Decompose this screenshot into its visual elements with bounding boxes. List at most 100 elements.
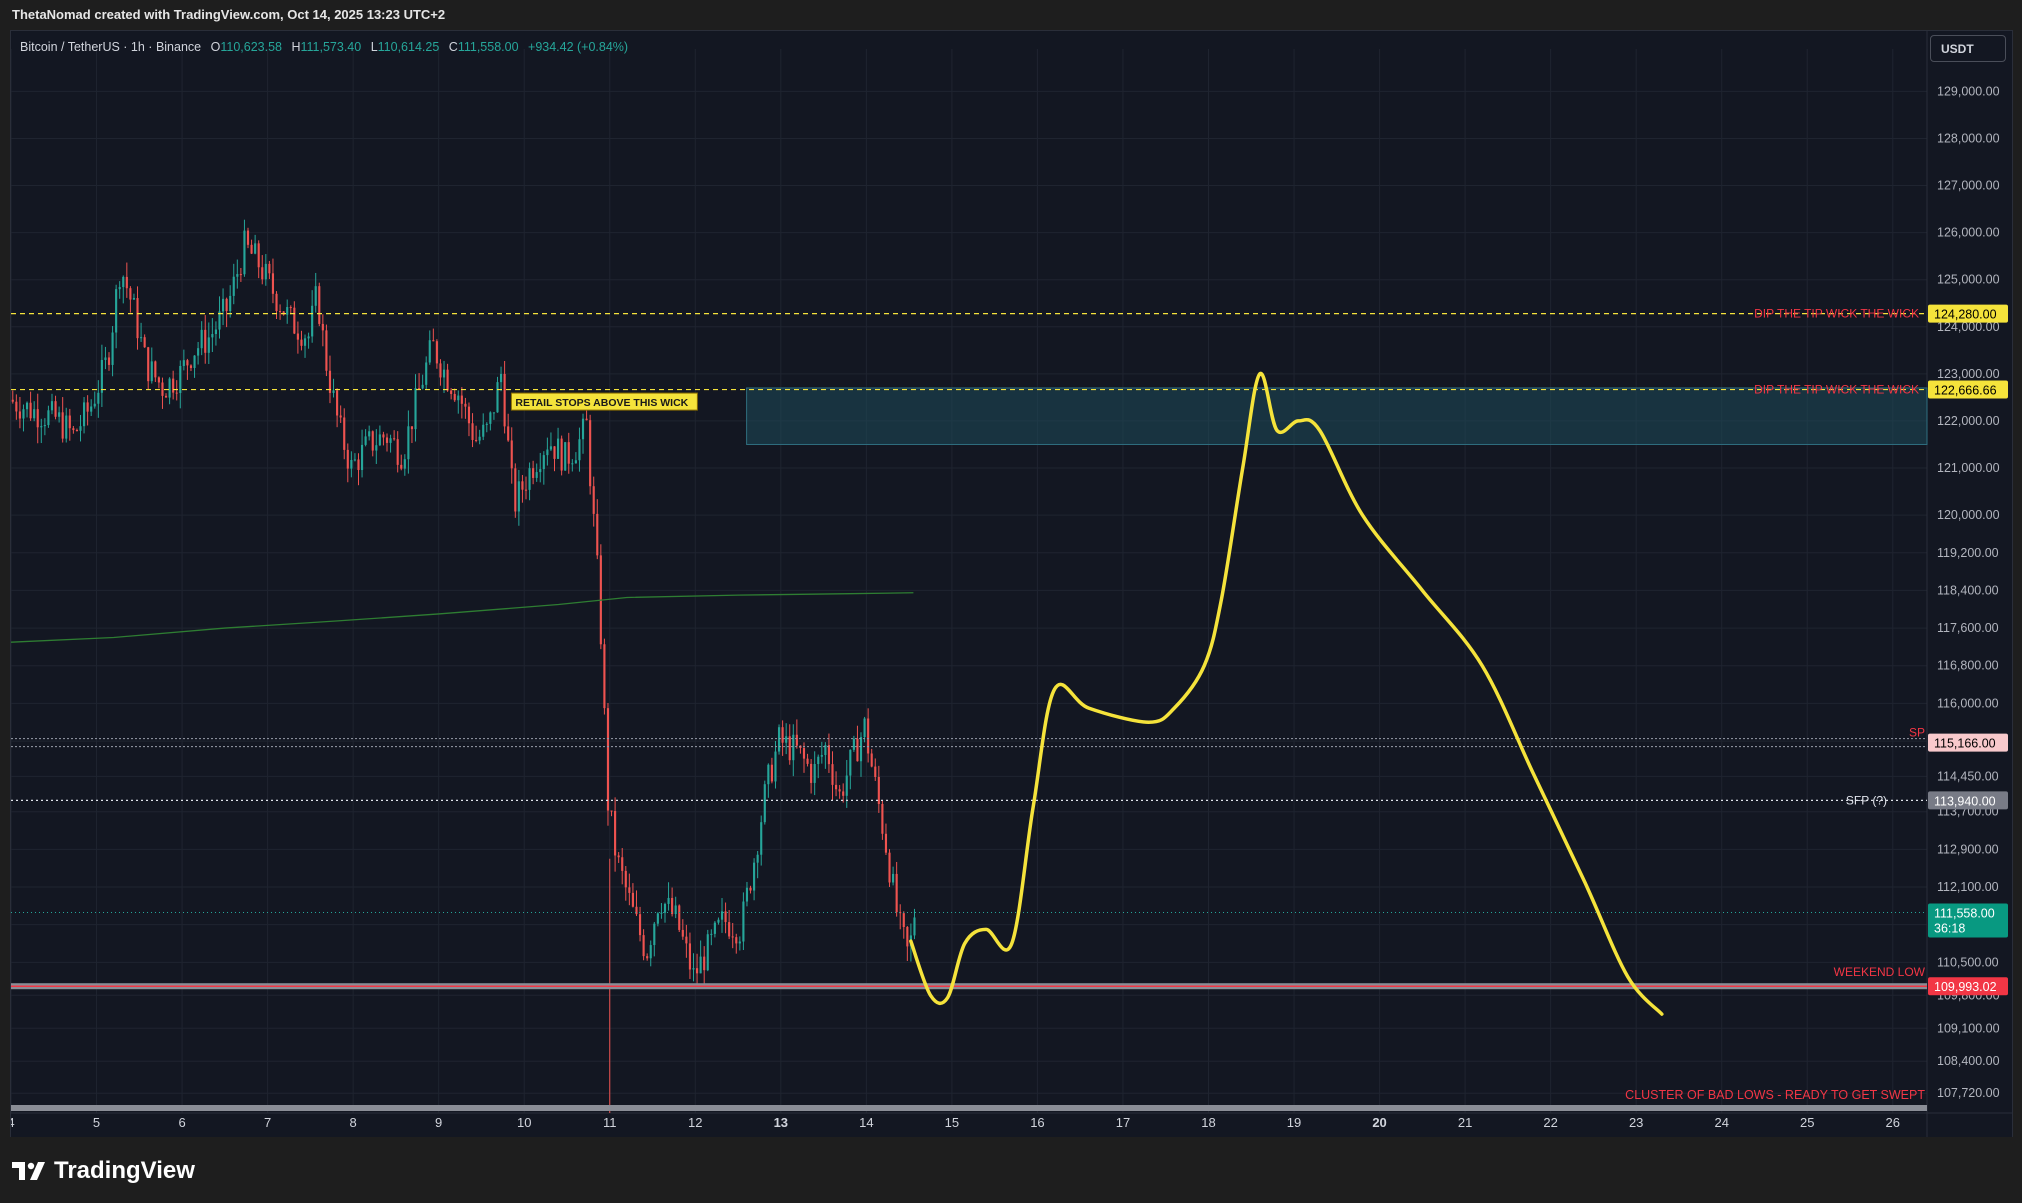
- candle-body: [442, 369, 446, 378]
- candle-body: [75, 430, 79, 432]
- candle-body: [393, 438, 396, 440]
- projection-path[interactable]: [909, 372, 1664, 1016]
- candle-body: [510, 440, 513, 469]
- candle-body: [617, 855, 620, 858]
- candle-body: [528, 468, 531, 490]
- candle-body: [856, 738, 859, 762]
- x-tick-label: 7: [264, 1115, 271, 1130]
- candle-body: [713, 922, 716, 934]
- price-tag: [1928, 733, 2008, 752]
- candle-body: [410, 426, 414, 430]
- candle-body: [859, 737, 863, 762]
- candle-body: [93, 403, 96, 407]
- candle-body: [610, 810, 613, 812]
- candle-body: [328, 370, 332, 393]
- candle-body: [154, 361, 157, 378]
- tradingview-logo[interactable]: TradingView: [12, 1157, 195, 1185]
- candle-body: [43, 425, 46, 427]
- candle-body: [15, 401, 18, 412]
- candle-body: [47, 410, 50, 426]
- retail-wick-box[interactable]: [510, 392, 698, 411]
- x-tick-label: 5: [93, 1115, 100, 1130]
- candle-body: [115, 289, 118, 333]
- candle-body: [343, 417, 346, 450]
- symbol-label[interactable]: Bitcoin / TetherUS · 1h · Binance: [20, 40, 202, 54]
- candle-body: [788, 736, 791, 761]
- currency-button[interactable]: USDT: [1930, 35, 2006, 62]
- y-tick-label: 114,450.00: [1937, 769, 1999, 783]
- candle-body: [125, 276, 128, 289]
- y-tick-label: 121,000.00: [1937, 461, 2000, 475]
- y-tick-label: 120,000.00: [1937, 508, 2000, 522]
- x-tick-label: 24: [1714, 1115, 1728, 1130]
- candle-body: [678, 905, 681, 930]
- x-tick-label: 25: [1800, 1115, 1814, 1130]
- chart-area[interactable]: 129,000.00 128,000.00 127,000.00 126,000.00…: [10, 30, 2013, 1139]
- y-tick-label: 107,720.00: [1937, 1086, 2000, 1100]
- candle-body: [849, 749, 852, 776]
- candle-body: [728, 922, 731, 937]
- candle-body: [246, 230, 250, 245]
- candle-body: [692, 968, 695, 970]
- candle-body: [122, 276, 125, 288]
- price-tag: [1928, 977, 2008, 996]
- candle-body: [581, 418, 585, 440]
- supply-zone[interactable]: [746, 387, 1928, 445]
- candle-body: [150, 361, 153, 382]
- candle-body: [546, 449, 549, 456]
- candle-body: [40, 426, 43, 428]
- candle-body: [353, 459, 356, 461]
- x-tick-label: 22: [1543, 1115, 1557, 1130]
- candle-body: [585, 418, 588, 421]
- candle-body: [660, 912, 663, 914]
- candle-body: [346, 449, 349, 469]
- candle-body: [867, 718, 870, 754]
- candle-body: [221, 298, 225, 312]
- candle-body: [250, 244, 253, 254]
- candle-body: [614, 810, 617, 856]
- y-tick-label: 123,000.00: [1937, 367, 2000, 381]
- cluster-annotation: CLUSTER OF BAD LOWS - READY TO GET SWEPT: [1625, 1088, 1925, 1102]
- candle-body: [136, 298, 139, 339]
- high-value: 111,573.40: [300, 40, 362, 54]
- candle-body: [385, 437, 389, 443]
- candle-body: [189, 365, 193, 368]
- candle-body: [418, 388, 421, 390]
- tradingview-logo-icon: [12, 1162, 45, 1180]
- candle-body: [18, 411, 21, 419]
- y-tick-label: 125,000.00: [1937, 273, 2000, 287]
- y-tick-label: 116,800.00: [1937, 659, 1999, 673]
- y-tick-label: 126,000.00: [1937, 226, 2000, 240]
- candle-body: [325, 330, 328, 371]
- candle-body: [207, 337, 210, 353]
- price-tag-label: 113,940.00: [1934, 794, 1996, 808]
- x-tick-label: 17: [1116, 1115, 1130, 1130]
- candle-body: [72, 428, 75, 431]
- x-tick-label: 6: [178, 1115, 185, 1130]
- candle-body: [720, 911, 724, 920]
- ohlc-legend: Bitcoin / TetherUS · 1h · Binance O110,6…: [20, 40, 628, 54]
- candle-body: [763, 784, 766, 823]
- candle-body: [795, 734, 798, 746]
- candle-body: [50, 401, 54, 411]
- open-value: 110,623.58: [220, 40, 282, 54]
- candle-body: [264, 263, 267, 280]
- y-tick-label: 129,000.00: [1937, 84, 2000, 98]
- candle-body: [514, 468, 517, 512]
- candle-body: [90, 406, 93, 412]
- candle-body: [107, 357, 111, 365]
- candle-body: [254, 243, 257, 254]
- candle-body: [574, 460, 577, 464]
- price-tag: [1928, 380, 2008, 399]
- candle-body: [296, 333, 299, 340]
- x-tick-label: 12: [688, 1115, 702, 1130]
- high-key: H: [291, 40, 301, 54]
- candle-body: [25, 402, 29, 410]
- candle-body: [827, 745, 831, 765]
- candle-body: [667, 897, 670, 904]
- candle-body: [375, 445, 378, 451]
- candle-body: [749, 887, 752, 891]
- candle-body: [307, 336, 310, 339]
- price-chart[interactable]: 129,000.00 128,000.00 127,000.00 126,000.00…: [11, 31, 2012, 1138]
- candle-body: [503, 373, 506, 427]
